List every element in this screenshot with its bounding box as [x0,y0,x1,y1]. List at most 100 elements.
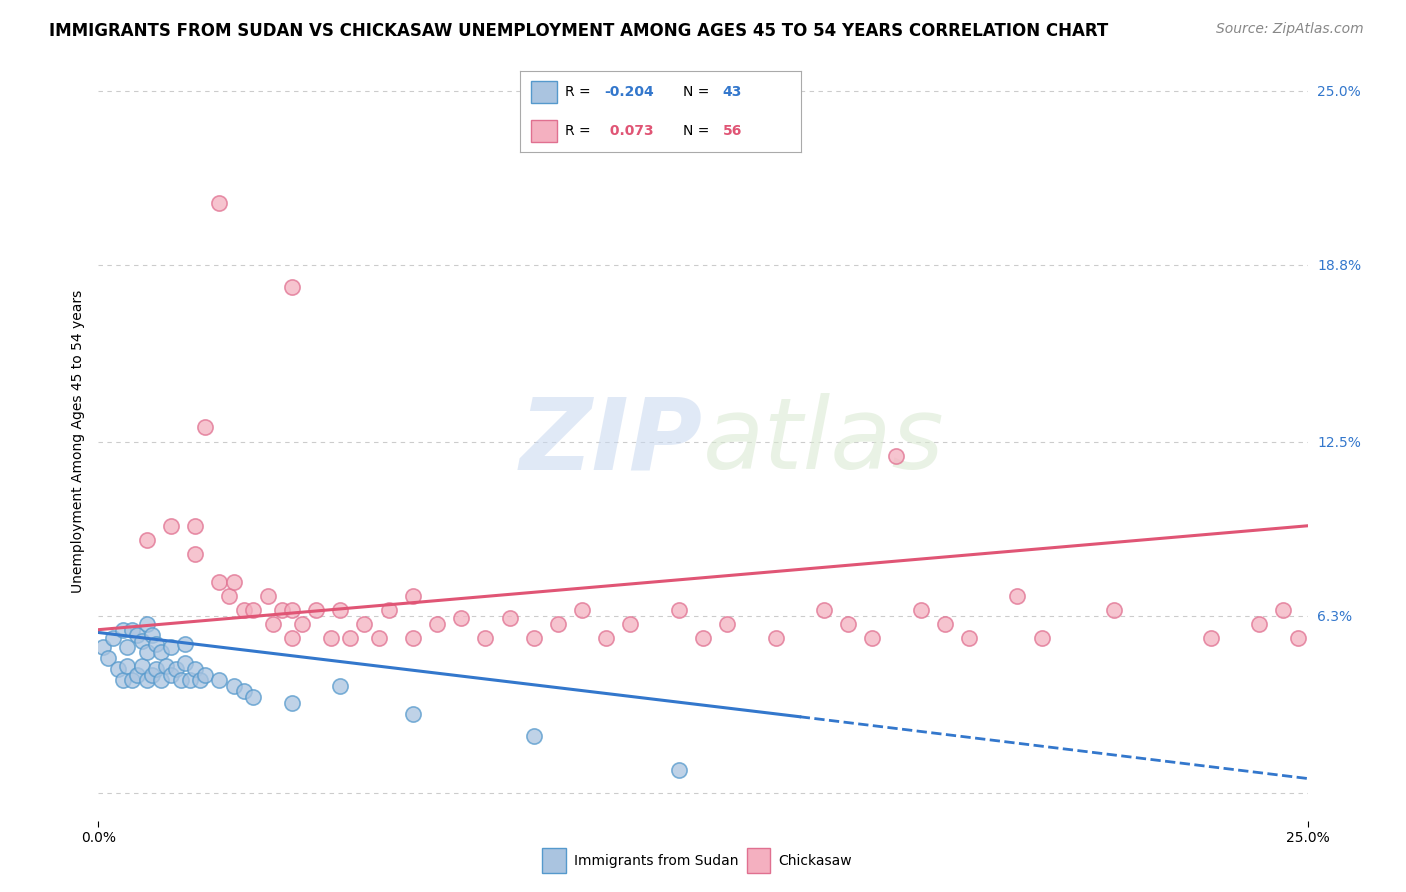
Point [619,617,641,632]
Point [1286,631,1309,645]
Point [188,673,211,688]
Point [194,420,217,434]
Point [256,589,278,603]
Point [1306,617,1329,632]
Text: Immigrants from Sudan: Immigrants from Sudan [574,854,738,868]
Text: N =: N = [683,86,710,99]
Point [377,603,399,617]
Point [271,603,294,617]
Point [957,631,980,645]
Text: atlas: atlas [703,393,945,490]
Point [523,730,546,744]
Text: IMMIGRANTS FROM SUDAN VS CHICKASAW UNEMPLOYMENT AMONG AGES 45 TO 54 YEARS CORREL: IMMIGRANTS FROM SUDAN VS CHICKASAW UNEMP… [49,22,1108,40]
Bar [747,848,770,873]
Point [135,533,157,547]
Point [107,662,129,676]
Point [208,574,231,589]
Point [426,617,449,632]
Point [716,617,738,632]
Point [194,667,217,681]
Point [131,634,153,648]
Point [1249,617,1271,632]
Point [319,631,342,645]
Point [595,631,617,645]
Point [262,617,284,632]
Point [813,603,835,617]
Point [353,617,375,632]
Point [305,603,328,617]
Text: Chickasaw: Chickasaw [779,854,852,868]
Point [184,518,207,533]
Point [1336,631,1358,645]
Text: 56: 56 [723,124,742,137]
Point [155,659,177,673]
Point [111,623,134,637]
Bar [531,120,557,142]
Point [160,667,183,681]
Point [402,706,425,721]
Text: 43: 43 [723,86,742,99]
Point [242,603,264,617]
Point [498,611,520,625]
Point [692,631,714,645]
Point [179,673,201,688]
Point [232,684,254,698]
Point [111,673,134,688]
Point [1199,631,1222,645]
Point [402,589,425,603]
Point [131,659,153,673]
Point [571,603,593,617]
Point [329,679,352,693]
Point [208,195,231,210]
Point [184,662,207,676]
Point [1320,603,1343,617]
Point [668,603,690,617]
Point [765,631,787,645]
Point [127,628,149,642]
Point [165,662,187,676]
Point [97,650,120,665]
Point [450,611,472,625]
Point [290,617,312,632]
Point [368,631,391,645]
Point [117,640,139,654]
Point [135,645,157,659]
Point [474,631,496,645]
Point [1102,603,1125,617]
Point [91,640,114,654]
Point [860,631,883,645]
Point [1344,589,1367,603]
Point [150,673,173,688]
Point [329,603,352,617]
Point [402,631,425,645]
Point [242,690,264,704]
Y-axis label: Unemployment Among Ages 45 to 54 years: Unemployment Among Ages 45 to 54 years [70,290,84,593]
Text: 0.073: 0.073 [605,124,654,137]
Point [135,617,157,632]
Point [174,657,197,671]
Point [281,696,304,710]
Bar [543,848,565,873]
Point [934,617,956,632]
Point [174,637,197,651]
Point [547,617,569,632]
Text: ZIP: ZIP [520,393,703,490]
Point [160,518,183,533]
Point [169,673,191,688]
Point [281,280,304,294]
Point [141,628,163,642]
Point [127,667,149,681]
Point [145,637,167,651]
Point [668,763,690,777]
Text: R =: R = [565,86,591,99]
Point [910,603,932,617]
Point [101,631,124,645]
Point [1031,631,1053,645]
Point [523,631,546,645]
Point [222,574,245,589]
Text: N =: N = [683,124,710,137]
Point [117,659,139,673]
Point [184,547,207,561]
Point [339,631,361,645]
Point [135,673,157,688]
